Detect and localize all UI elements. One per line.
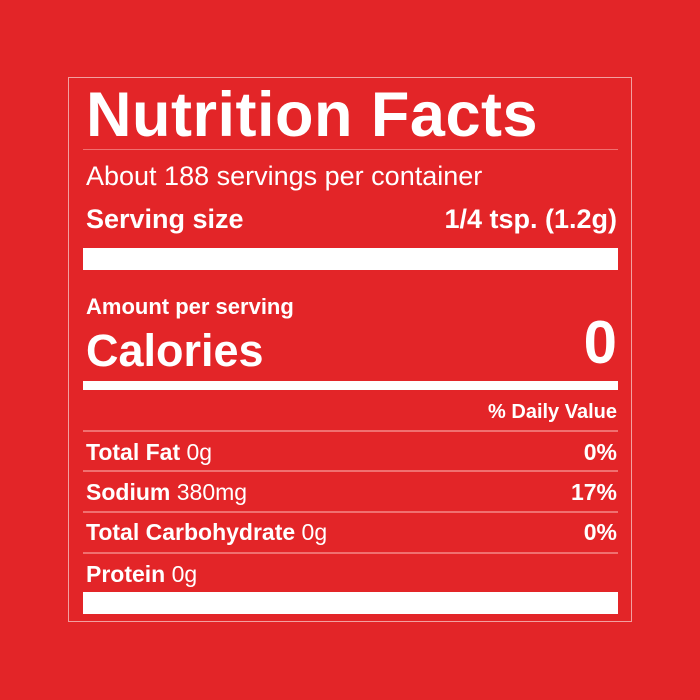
- nutrient-amount: 0g: [171, 561, 198, 587]
- calories-label: Calories: [86, 325, 264, 376]
- nutrient-dv: 17%: [570, 479, 617, 505]
- label-title: Nutrition Facts: [86, 80, 539, 150]
- nutrient-name: Sodium: [86, 479, 171, 505]
- calories-value: 0: [583, 309, 617, 376]
- servings-per-container: About 188 servings per container: [86, 161, 483, 191]
- divider: [83, 149, 618, 150]
- nutrient-dv: 0%: [583, 439, 617, 465]
- amount-per-serving: Amount per serving: [86, 294, 294, 319]
- divider: [83, 470, 618, 472]
- label-border: [68, 77, 632, 622]
- serving-size-label: Serving size: [86, 204, 244, 234]
- nutrient-amount: 380mg: [176, 479, 248, 505]
- bottom-thick-divider: [83, 592, 618, 614]
- nutrient-row-sodium: Sodium 380mg: [86, 481, 247, 504]
- daily-value-header: % Daily Value: [488, 401, 617, 423]
- divider: [83, 511, 618, 513]
- nutrient-row-protein: Protein 0g: [86, 563, 197, 586]
- nutrient-name: Protein: [86, 561, 166, 587]
- nutrient-amount: 0g: [301, 519, 328, 545]
- nutrient-amount: 0g: [186, 439, 213, 465]
- serving-size-value: 1/4 tsp. (1.2g): [444, 204, 617, 234]
- nutrient-dv: 0%: [583, 519, 617, 545]
- divider: [83, 552, 618, 554]
- medium-divider: [83, 381, 618, 390]
- nutrient-name: Total Carbohydrate: [86, 519, 296, 545]
- thick-divider: [83, 248, 618, 270]
- nutrient-row-total-fat: Total Fat 0g: [86, 441, 212, 464]
- nutrient-row-total-carbohydrate: Total Carbohydrate 0g: [86, 521, 327, 544]
- nutrient-name: Total Fat: [86, 439, 181, 465]
- divider: [83, 430, 618, 432]
